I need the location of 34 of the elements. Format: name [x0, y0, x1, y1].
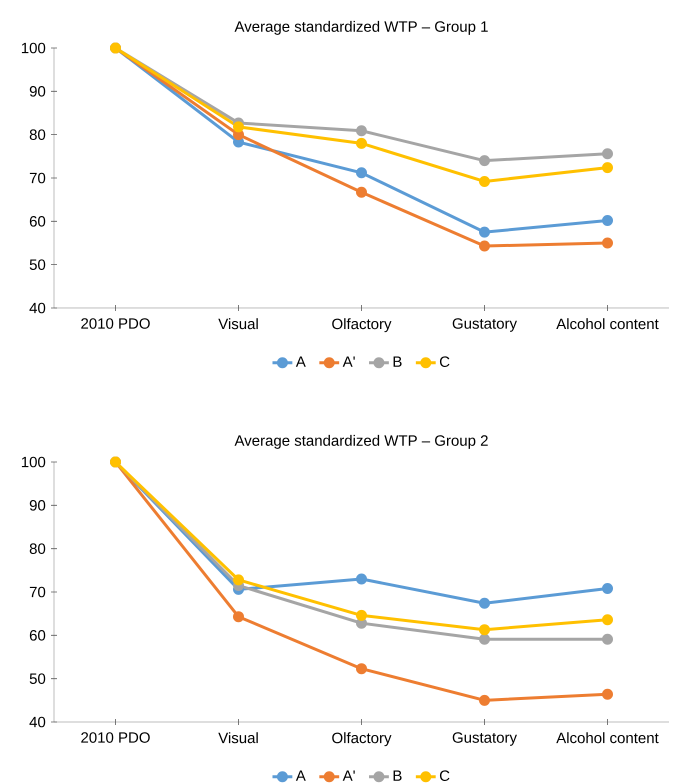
- y-tick-label: 70: [30, 172, 46, 184]
- x-tick-label: 2010 PDO: [81, 318, 150, 329]
- chart-title: Average standardized WTP – Group 1: [234, 20, 488, 35]
- y-tick-label: 90: [30, 86, 46, 97]
- y-tick-label: 50: [30, 259, 46, 270]
- y-tick-label: 40: [29, 716, 46, 728]
- legend-label: B: [394, 356, 402, 367]
- y-tick-label: 100: [22, 42, 46, 54]
- legend-label: A': [342, 770, 355, 781]
- y-tick-label: 90: [30, 500, 46, 511]
- x-tick-label: Visual: [218, 318, 258, 330]
- y-tick-label: 80: [30, 543, 46, 554]
- legend-label: C: [440, 356, 450, 367]
- y-tick-label: 100: [22, 456, 46, 468]
- legend-label: A: [296, 770, 306, 781]
- legend-label: A: [296, 356, 306, 367]
- x-tick-label: Gustatory: [452, 318, 517, 332]
- x-tick-label: Gustatory: [452, 732, 517, 746]
- x-tick-label: Olfactory: [332, 732, 392, 746]
- y-tick-label: 70: [30, 586, 46, 598]
- x-tick-label: Olfactory: [332, 318, 392, 332]
- y-tick-label: 80: [30, 129, 46, 140]
- x-tick-label: Visual: [218, 732, 258, 744]
- y-tick-label: 60: [30, 216, 46, 227]
- legend-label: C: [440, 770, 450, 781]
- x-tick-label: Alcohol content: [556, 732, 659, 744]
- chart-title: Average standardized WTP – Group 2: [234, 434, 488, 449]
- x-tick-label: 2010 PDO: [81, 732, 150, 743]
- y-tick-label: 50: [30, 673, 46, 684]
- legend-label: A': [342, 356, 355, 367]
- y-tick-label: 40: [29, 302, 46, 314]
- y-tick-label: 60: [30, 630, 46, 641]
- legend-label: B: [394, 770, 402, 781]
- x-tick-label: Alcohol content: [556, 318, 659, 330]
